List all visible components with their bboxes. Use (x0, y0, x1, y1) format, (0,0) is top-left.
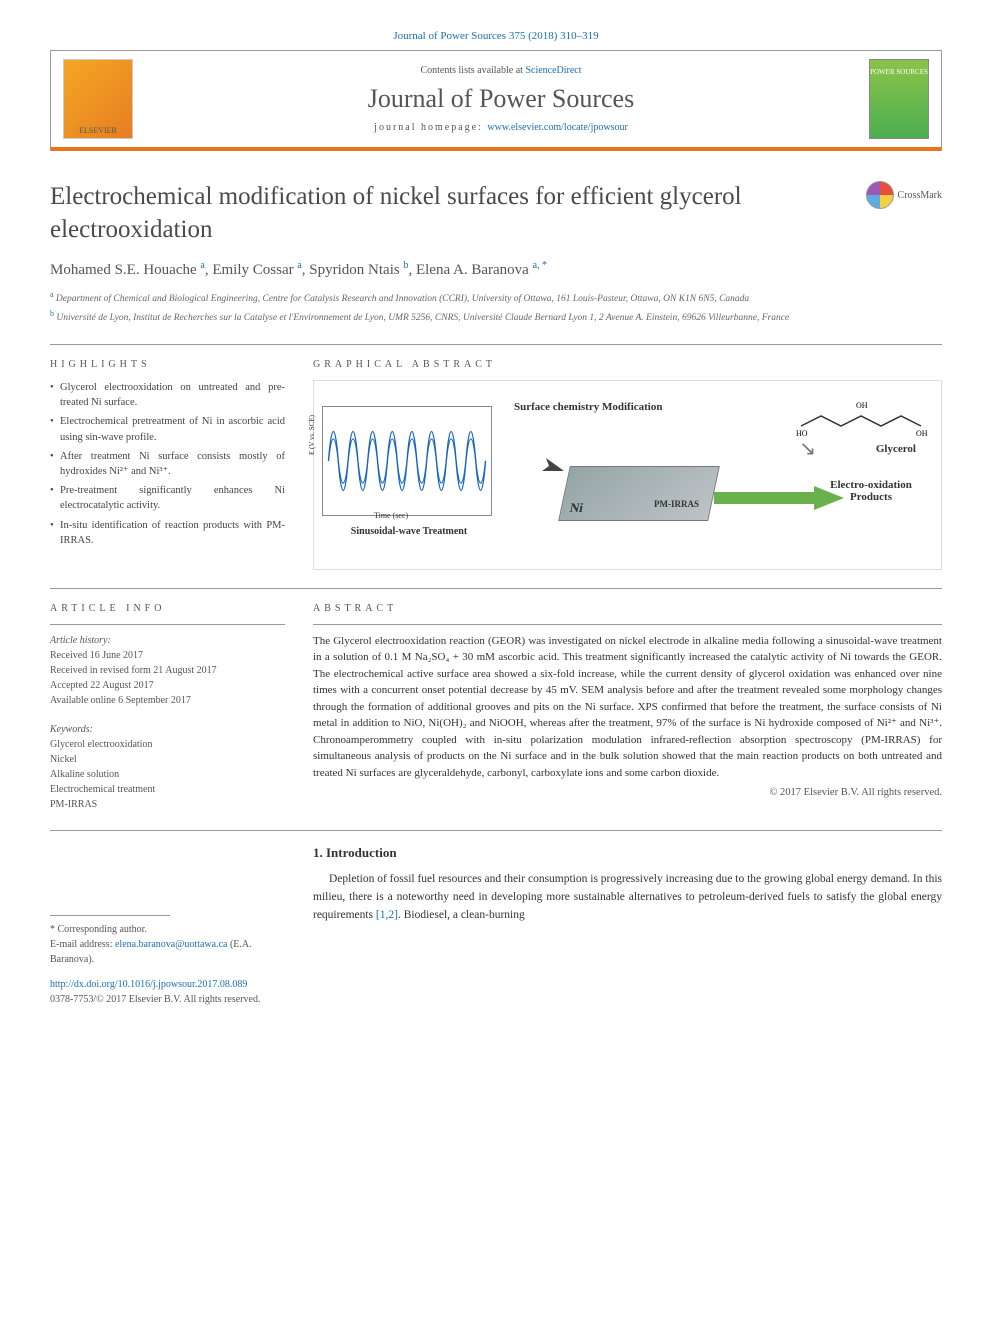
online-date: Available online 6 September 2017 (50, 693, 285, 708)
keywords-label: Keywords: (50, 722, 285, 737)
wave-chart (322, 406, 492, 516)
pmirras-label: PM-IRRAS (654, 499, 699, 509)
keyword: PM-IRRAS (50, 797, 285, 812)
keyword: Alkaline solution (50, 767, 285, 782)
article-title: Electrochemical modification of nickel s… (50, 181, 856, 246)
svg-text:OH: OH (916, 429, 928, 438)
wave-ylabel: E (V vs. SCE) (308, 415, 316, 455)
wave-xlabel: Time (sec) (374, 511, 408, 520)
crossmark-button[interactable]: CrossMark (866, 181, 942, 209)
crossmark-label: CrossMark (898, 190, 942, 201)
reference-link[interactable]: [1,2] (376, 909, 398, 921)
received-date: Received 16 June 2017 (50, 648, 285, 663)
author: Spyridon Ntais b (309, 262, 408, 278)
divider (50, 830, 942, 831)
homepage-line: journal homepage: www.elsevier.com/locat… (133, 122, 869, 133)
corresponding-author: * Corresponding author. (50, 922, 285, 937)
history-label: Article history: (50, 633, 285, 648)
homepage-url[interactable]: www.elsevier.com/locate/jpowsour (487, 122, 627, 133)
highlights-list: Glycerol electrooxidation on untreated a… (50, 380, 285, 548)
ni-slab: Ni (558, 466, 720, 521)
wave-caption: Sinusoidal-wave Treatment (344, 526, 474, 537)
keyword: Glycerol electrooxidation (50, 737, 285, 752)
email-line: E-mail address: elena.baranova@uottawa.c… (50, 937, 285, 967)
article-info-heading: ARTICLE INFO (50, 603, 285, 614)
affiliation: a Department of Chemical and Biological … (50, 289, 942, 306)
svg-text:OH: OH (856, 401, 868, 410)
author: Mohamed S.E. Houache a (50, 262, 205, 278)
highlight-item: Pre-treatment significantly enhances Ni … (50, 483, 285, 513)
graphical-abstract: E (V vs. SCE) Time (sec) Sinusoidal-wave… (313, 380, 942, 570)
journal-header: ELSEVIER Contents lists available at Sci… (50, 50, 942, 151)
journal-cover: POWER SOURCES (869, 59, 929, 139)
journal-name: Journal of Power Sources (133, 84, 869, 114)
intro-paragraph: Depletion of fossil fuel resources and t… (313, 871, 942, 924)
author: Emily Cossar a (212, 262, 301, 278)
authors-line: Mohamed S.E. Houache a, Emily Cossar a, … (50, 260, 942, 279)
glycerol-label: Glycerol (876, 443, 916, 455)
products-label: Electro-oxidation Products (811, 479, 931, 503)
accepted-date: Accepted 22 August 2017 (50, 678, 285, 693)
footer-block: * Corresponding author. E-mail address: … (50, 915, 285, 1007)
divider (50, 588, 942, 589)
email-link[interactable]: elena.baranova@uottawa.ca (115, 939, 227, 950)
highlights-heading: HIGHLIGHTS (50, 359, 285, 370)
abstract-text: The Glycerol electrooxidation reaction (… (313, 633, 942, 782)
issn-line: 0378-7753/© 2017 Elsevier B.V. All right… (50, 992, 285, 1007)
keyword: Nickel (50, 752, 285, 767)
author: Elena A. Baranova a, * (416, 262, 547, 278)
highlight-item: After treatment Ni surface consists most… (50, 449, 285, 479)
glycerol-molecule-icon: HO OH OH (791, 396, 931, 441)
divider (313, 624, 942, 625)
graphical-abstract-heading: GRAPHICAL ABSTRACT (313, 359, 942, 370)
divider (50, 344, 942, 345)
intro-heading: 1. Introduction (313, 845, 942, 861)
abstract-heading: ABSTRACT (313, 603, 942, 614)
highlight-item: In-situ identification of reaction produ… (50, 518, 285, 548)
citation-link[interactable]: Journal of Power Sources 375 (2018) 310–… (50, 30, 942, 42)
keyword: Electrochemical treatment (50, 782, 285, 797)
doi-link[interactable]: http://dx.doi.org/10.1016/j.jpowsour.201… (50, 977, 285, 992)
affiliation: b Université de Lyon, Institut de Recher… (50, 308, 942, 325)
divider (50, 624, 285, 625)
revised-date: Received in revised form 21 August 2017 (50, 663, 285, 678)
article-history: Article history: Received 16 June 2017 R… (50, 633, 285, 708)
crossmark-icon (866, 181, 894, 209)
keywords-list: Glycerol electrooxidation Nickel Alkalin… (50, 737, 285, 812)
divider (50, 915, 170, 916)
publisher-logo: ELSEVIER (63, 59, 133, 139)
copyright-text: © 2017 Elsevier B.V. All rights reserved… (313, 787, 942, 798)
sciencedirect-link[interactable]: ScienceDirect (525, 65, 581, 76)
surface-label: Surface chemistry Modification (514, 401, 662, 413)
highlight-item: Electrochemical pretreatment of Ni in as… (50, 414, 285, 444)
contents-line: Contents lists available at ScienceDirec… (133, 65, 869, 76)
down-arrow-icon: ↘ (799, 436, 816, 461)
arrow-icon (504, 446, 569, 476)
highlight-item: Glycerol electrooxidation on untreated a… (50, 380, 285, 410)
